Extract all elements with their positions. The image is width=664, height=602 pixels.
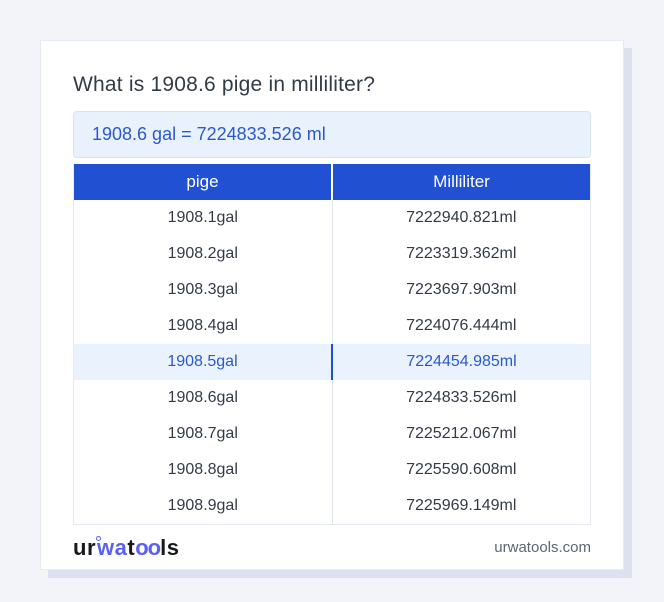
pige-value[interactable]: 1908.4gal — [73, 308, 333, 345]
logo-segment: ls — [160, 534, 180, 560]
table-row[interactable]: 1908.4gal 7224076.444ml — [73, 308, 591, 345]
table-row[interactable]: 1908.7gal 7225212.067ml — [73, 416, 591, 453]
conversion-card: What is 1908.6 pige in milliliter? 1908.… — [40, 40, 624, 570]
milliliter-value[interactable]: 7224454.985ml — [332, 344, 591, 381]
logo-segment: oo — [135, 534, 161, 560]
milliliter-value[interactable]: 7224833.526ml — [332, 380, 591, 417]
page-title: What is 1908.6 pige in milliliter? — [73, 73, 376, 96]
milliliter-value[interactable]: 7225590.608ml — [332, 452, 591, 489]
logo-segment: t — [127, 534, 136, 560]
pige-value[interactable]: 1908.2gal — [73, 236, 333, 273]
pige-value[interactable]: 1908.3gal — [73, 272, 333, 309]
table-row-highlighted[interactable]: 1908.5gal 7224454.985ml — [73, 344, 591, 381]
site-url-link[interactable]: urwatools.com — [494, 539, 591, 557]
pige-value[interactable]: 1908.9gal — [73, 488, 333, 525]
degree-ring-icon — [96, 535, 101, 541]
table-row[interactable]: 1908.2gal 7223319.362ml — [73, 236, 591, 273]
table-row[interactable]: 1908.6gal 7224833.526ml — [73, 380, 591, 417]
pige-value[interactable]: 1908.7gal — [73, 416, 333, 453]
table-row[interactable]: 1908.8gal 7225590.608ml — [73, 452, 591, 489]
table-header-row: pige Milliliter — [73, 164, 591, 201]
column-header-milliliter: Milliliter — [332, 164, 591, 201]
conversion-result-box: 1908.6 gal = 7224833.526 ml — [73, 111, 591, 159]
pige-value[interactable]: 1908.8gal — [73, 452, 333, 489]
pige-value[interactable]: 1908.1gal — [73, 200, 333, 237]
milliliter-value[interactable]: 7225212.067ml — [332, 416, 591, 453]
table-row[interactable]: 1908.3gal 7223697.903ml — [73, 272, 591, 309]
milliliter-value[interactable]: 7225969.149ml — [332, 488, 591, 525]
pige-value[interactable]: 1908.5gal — [73, 344, 333, 381]
conversion-result-text: 1908.6 gal = 7224833.526 ml — [92, 124, 326, 145]
column-header-pige: pige — [73, 164, 333, 201]
milliliter-value[interactable]: 7223697.903ml — [332, 272, 591, 309]
urwatools-logo[interactable]: urwatools — [73, 535, 179, 561]
conversion-table: pige Milliliter 1908.1gal 7222940.821ml … — [73, 164, 591, 525]
logo-segment: wa — [97, 534, 128, 560]
milliliter-value[interactable]: 7223319.362ml — [332, 236, 591, 273]
pige-value[interactable]: 1908.6gal — [73, 380, 333, 417]
table-body: 1908.1gal 7222940.821ml 1908.2gal 722331… — [73, 200, 591, 525]
milliliter-value[interactable]: 7222940.821ml — [332, 200, 591, 237]
logo-segment: ur — [73, 534, 96, 560]
milliliter-value[interactable]: 7224076.444ml — [332, 308, 591, 345]
table-row[interactable]: 1908.9gal 7225969.149ml — [73, 488, 591, 525]
card-footer: urwatools urwatools.com — [73, 525, 591, 571]
table-row[interactable]: 1908.1gal 7222940.821ml — [73, 200, 591, 237]
